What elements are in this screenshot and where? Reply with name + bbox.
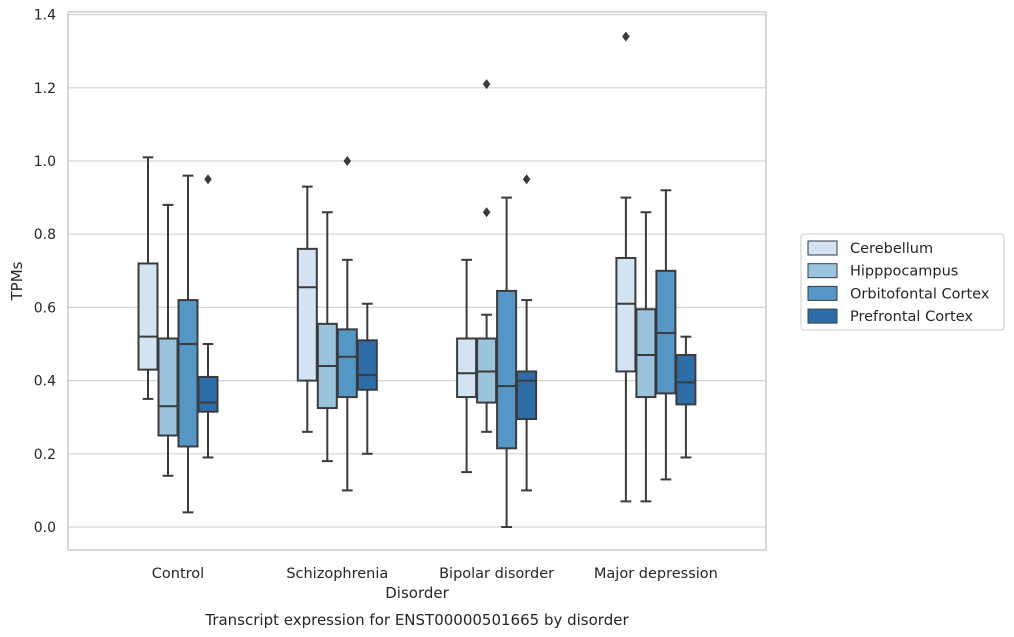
legend-frame [800,233,1005,331]
boxes [137,31,697,528]
legend: Cerebellum Hipppocampus Orbitofontal Corte… [800,233,1005,331]
chart-title: Transcript expression for ENST0000050166… [204,611,629,629]
y-axis-label: TPMs [8,261,26,301]
box-cerebellum-control [137,156,159,400]
y-tick-label: 0.8 [34,227,56,243]
plot-area-frame [67,11,767,551]
y-tick-label: 0.0 [34,520,56,536]
outlier-point [204,174,212,185]
iqr-box [496,289,518,450]
legend-swatch [807,240,838,256]
y-tick-labels: 0.0 0.2 0.4 0.6 0.8 1.0 1.2 1.4 [34,8,56,536]
legend-swatch [807,285,838,301]
legend-label: Cerebellum [850,241,933,257]
box-prefrontal-cortex-bipolar-disorder [516,174,538,492]
x-axis-label: Disorder [385,584,449,602]
box-orbitofontal-cortex-control [177,174,199,514]
box-orbitofontal-cortex-bipolar-disorder [496,196,518,528]
outlier-point [482,79,491,90]
outlier-point [622,31,630,42]
box-prefrontal-cortex-control [197,174,219,459]
y-tick-label: 1.2 [34,81,56,97]
legend-swatch [807,263,838,279]
legend-swatch [807,308,838,324]
box-hipppocampus-bipolar-disorder [476,79,498,433]
iqr-box [296,247,318,382]
iqr-box [675,353,697,406]
iqr-box [516,370,538,421]
iqr-box [456,337,478,399]
box-cerebellum-schizophrenia [296,185,318,433]
y-tick-label: 1.4 [34,8,56,24]
box-hipppocampus-schizophrenia [316,211,338,463]
y-tick-label: 1.0 [34,154,56,170]
y-tick-label: 0.4 [34,374,56,390]
y-tick-label: 0.2 [34,447,56,463]
legend-label: Hipppocampus [850,264,958,280]
iqr-box [157,337,179,437]
outlier-point [482,207,491,218]
box-prefrontal-cortex-major-depression [675,335,697,459]
iqr-box [137,262,159,371]
iqr-box [356,339,378,391]
x-tick-label: Bipolar disorder [439,566,554,582]
iqr-box [615,256,637,373]
outlier-point [522,174,531,185]
x-tick-label: Schizophrenia [286,566,388,582]
x-tick-label: Control [152,566,204,582]
iqr-box [336,328,358,399]
box-orbitofontal-cortex-schizophrenia [336,156,358,492]
outlier-point [343,156,352,166]
legend-label: Prefrontal Cortex [850,309,973,325]
iqr-box [635,308,657,399]
legend-label: Orbitofontal Cortex [850,286,990,302]
iqr-box [197,375,219,413]
y-tick-label: 0.6 [34,300,56,316]
box-hipppocampus-major-depression [635,211,657,503]
x-tick-labels: Control Schizophrenia Bipolar disorder Majo… [152,566,718,582]
x-tick-label: Major depression [594,566,718,582]
box-hipppocampus-control [157,203,179,477]
box-cerebellum-bipolar-disorder [456,258,478,474]
iqr-box [177,299,199,448]
box-prefrontal-cortex-schizophrenia [356,302,378,455]
box-orbitofontal-cortex-major-depression [655,189,677,481]
box-cerebellum-major-depression [615,31,637,503]
